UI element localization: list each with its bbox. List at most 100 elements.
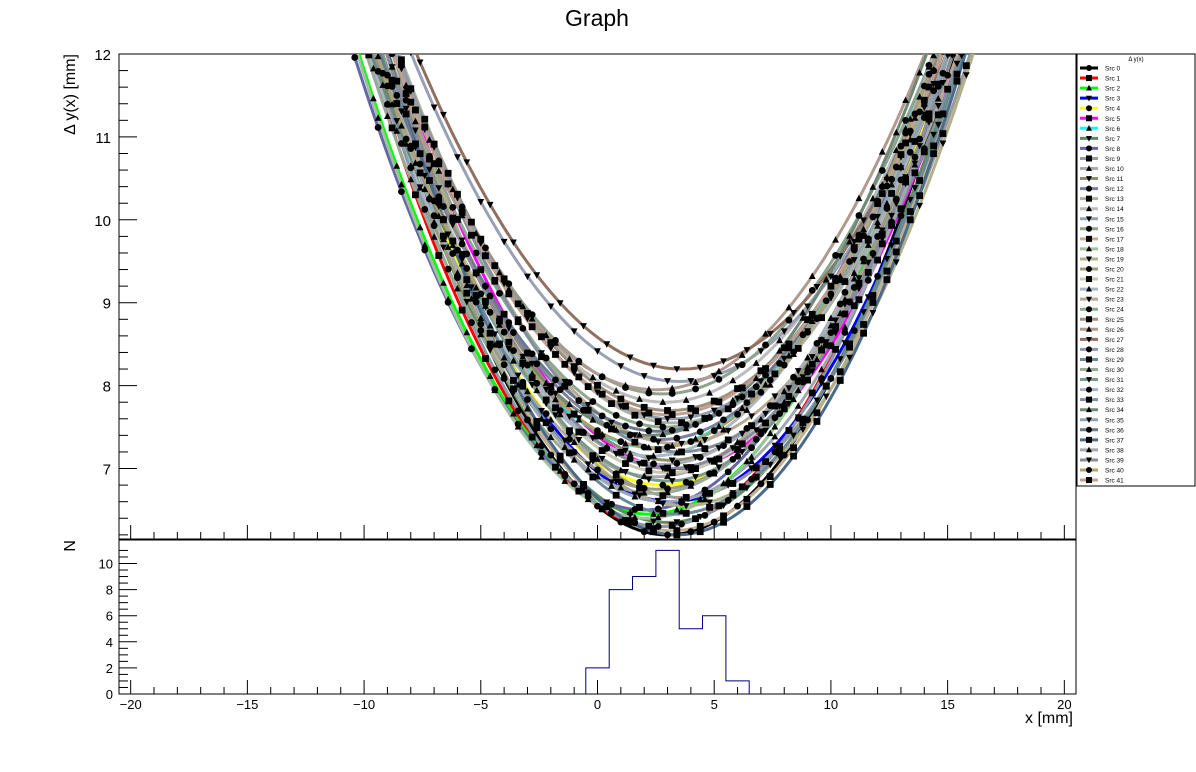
x-tick-label: 10 [824,697,838,712]
data-point-6 [715,422,723,430]
data-point-37 [720,518,727,526]
data-point-1 [855,296,863,304]
data-point-38 [444,243,452,250]
data-point-36 [482,282,489,290]
data-point-39 [706,457,713,465]
data-point-12 [486,292,494,300]
data-point-39 [869,252,877,259]
data-point-28 [608,509,615,517]
data-point-26 [388,63,396,70]
data-point-4 [636,478,643,486]
legend-marker-7 [1086,135,1092,142]
data-point-27 [510,239,517,246]
data-point-28 [911,153,919,161]
data-point-34 [822,275,830,283]
data-point-34 [869,183,877,190]
data-point-37 [580,481,587,488]
legend-marker-0 [1086,65,1092,71]
data-point-38 [888,221,896,228]
data-point-13 [398,56,405,64]
data-point-29 [589,473,597,481]
data-point-3 [934,121,942,129]
series-line-14 [391,54,939,404]
data-point-1 [715,502,723,510]
data-point-35 [500,280,508,288]
legend-label: Src 18 [1105,246,1124,253]
data-point-1 [785,426,793,434]
legend-label: Src 17 [1105,236,1124,243]
data-point-4 [939,69,947,77]
legend-marker-37 [1086,436,1092,443]
data-point-23 [794,368,802,375]
data-point-15 [664,378,671,385]
data-point-27 [626,354,634,361]
top-y-axis: 7 8 9 10 11 12 [94,47,137,536]
data-point-11 [668,457,676,464]
x-tick-label: −5 [473,697,488,712]
data-point-18 [444,295,452,303]
data-point-16 [388,54,396,58]
data-point-17 [720,512,727,520]
data-point-21 [552,404,559,412]
data-point-28 [491,366,499,374]
legend-label: Src 28 [1105,347,1124,354]
bottom-x-axis: −20 −15 −10 −5 0 5 10 15 20 [120,680,1072,712]
data-point-31 [762,427,769,435]
data-point-15 [409,54,412,57]
data-point-21 [598,447,606,454]
data-point-27 [486,201,494,209]
data-point-31 [925,119,933,126]
data-point-41 [458,209,466,216]
legend-marker-4 [1086,105,1092,112]
data-point-32 [463,265,471,272]
x-tick-label: −10 [353,697,375,712]
data-point-38 [841,323,849,330]
data-point-39 [426,166,433,174]
data-point-17 [860,321,867,328]
data-point-9 [939,130,947,137]
data-point-25 [804,316,811,323]
data-point-7 [743,485,751,492]
data-point-36 [528,350,536,358]
data-point-25 [664,407,671,414]
data-point-21 [645,467,653,475]
legend-label: Src 0 [1105,66,1121,73]
data-point-39 [916,143,924,150]
data-point-33 [584,406,592,414]
data-point-35 [454,195,461,202]
data-point-4 [402,135,410,143]
data-point-36 [668,426,676,434]
data-point-8 [421,246,429,254]
legend-marker-40 [1086,467,1092,473]
data-point-36 [715,409,723,417]
data-point-7 [883,255,891,263]
data-point-14 [566,355,573,362]
data-point-11 [575,415,583,422]
data-point-40 [664,443,671,451]
data-point-2 [486,372,494,379]
data-point-20 [617,478,625,486]
data-point-30 [804,363,811,370]
data-point-14 [706,389,713,396]
data-point-8 [538,449,545,457]
data-point-15 [500,238,508,246]
data-point-3 [538,407,545,415]
data-point-11 [598,434,606,441]
data-point-41 [832,275,839,283]
data-point-7 [720,502,727,509]
data-point-18 [654,513,662,521]
data-point-41 [435,160,443,168]
data-point-37 [906,216,914,224]
data-point-40 [780,361,788,369]
data-point-34 [892,128,900,136]
data-point-13 [561,360,569,368]
data-point-27 [673,366,681,373]
legend-label: Src 4 [1105,106,1121,113]
data-point-24 [612,411,620,419]
data-point-34 [682,424,690,432]
data-point-31 [435,203,443,211]
data-point-2 [556,467,564,474]
data-point-34 [589,416,597,423]
data-point-32 [510,347,517,355]
legend-marker-31 [1086,377,1092,383]
